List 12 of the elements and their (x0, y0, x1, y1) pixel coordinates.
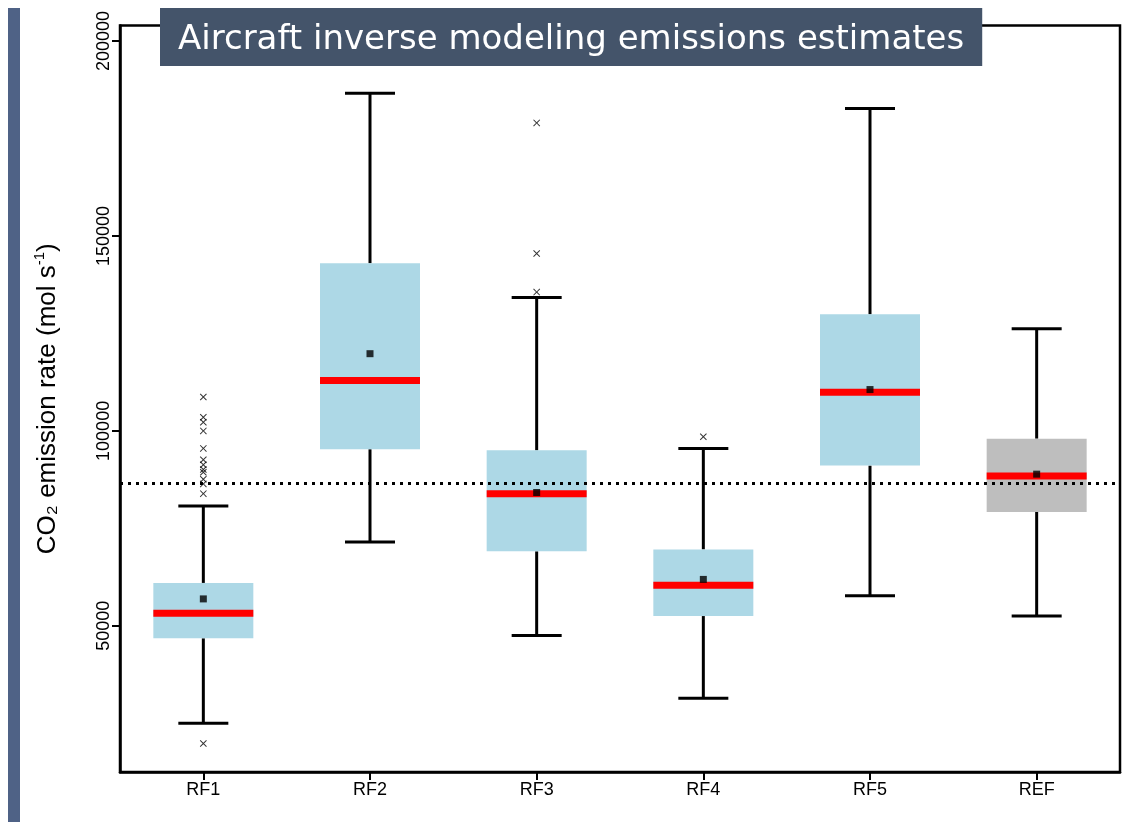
x-tick-label: RF2 (352, 779, 388, 799)
y-tick-label: 50000 (93, 600, 113, 651)
chart-title: Aircraft inverse modeling emissions estimates (178, 17, 965, 57)
x-tick-label: RF1 (186, 779, 221, 799)
x-tick-label: RF4 (686, 779, 721, 799)
y-tick-label: 150000 (93, 205, 113, 266)
y-tick-label: 100000 (93, 400, 113, 461)
x-tick-label: RF3 (519, 779, 554, 799)
y-tick-label: 200000 (93, 10, 113, 72)
x-tick-label: RF5 (852, 779, 888, 799)
y-axis-title: CO₂ emission rate (mol s-1) (30, 243, 61, 555)
x-tick-label: REF (1018, 779, 1055, 799)
